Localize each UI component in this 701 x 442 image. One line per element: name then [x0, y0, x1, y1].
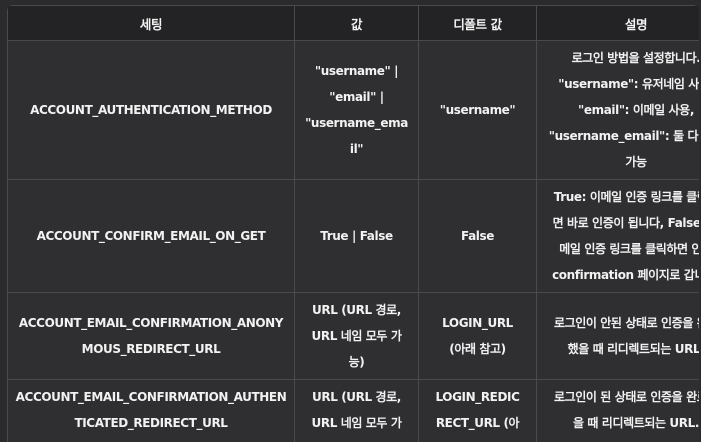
cell-value: URL (URL 경로, URL 네임 모두 가 능): [294, 379, 419, 442]
cell-description: 로그인이 된 상태로 인증을 완료했 을 때 리디렉트되는 URL.: [536, 379, 699, 442]
cell-description-line: "username_email": 둘 다 사용: [548, 129, 699, 143]
settings-table-container: 세팅 값 디폴트 값 설명 ACCOUNT_AUTHENTICATION_MET…: [7, 5, 699, 442]
table-header: 세팅 값 디폴트 값 설명: [7, 5, 699, 41]
settings-table: 세팅 값 디폴트 값 설명 ACCOUNT_AUTHENTICATION_MET…: [7, 5, 699, 442]
cell-value-line: il": [349, 142, 364, 156]
cell-value-line: "username_ema: [305, 116, 408, 130]
cell-description-line: 을 때 리디렉트되는 URL.: [572, 416, 699, 430]
header-value: 값: [294, 5, 419, 41]
cell-value: True | False: [294, 179, 419, 293]
table-body: ACCOUNT_AUTHENTICATION_METHOD "username"…: [7, 40, 699, 442]
cell-default: False: [418, 179, 537, 293]
cell-setting-line: TICATED_REDIRECT_URL: [74, 416, 228, 430]
cell-default-line: 래 참고): [425, 436, 530, 442]
cell-setting: ACCOUNT_EMAIL_CONFIRMATION_ANONY MOUS_RE…: [7, 292, 295, 380]
cell-value: URL (URL 경로, URL 네임 모두 가 능): [294, 292, 419, 380]
cell-value-line: URL 네임 모두 가: [311, 416, 402, 430]
cell-value-line: URL 네임 모두 가: [311, 329, 402, 343]
cell-value-line: 능): [301, 436, 412, 442]
cell-description-line: confirmation 페이지로 갑니다.: [552, 268, 699, 282]
cell-description-line: 로그인 방법을 설정합니다.: [571, 51, 699, 65]
cell-value-line: URL (URL 경로,: [312, 303, 401, 317]
cell-setting: ACCOUNT_AUTHENTICATION_METHOD: [7, 40, 295, 180]
cell-setting: ACCOUNT_EMAIL_CONFIRMATION_AUTHEN TICATE…: [7, 379, 295, 442]
cell-setting-line: MOUS_REDIRECT_URL: [81, 342, 221, 356]
cell-description: True: 이메일 인증 링크를 클릭하 면 바로 인증이 됩니다, False…: [536, 179, 699, 293]
cell-description-line: 면 바로 인증이 됩니다, False: 이: [552, 216, 699, 230]
header-default: 디폴트 값: [418, 5, 537, 41]
cell-value-line: "username" |: [314, 64, 399, 78]
cell-default-line: LOGIN_URL: [442, 316, 513, 330]
cell-default: LOGIN_URL (아래 참고): [418, 292, 537, 380]
table-row: ACCOUNT_AUTHENTICATION_METHOD "username"…: [7, 40, 699, 180]
cell-description-line: "email": 이메일 사용,: [578, 103, 694, 117]
cell-description: 로그인이 안된 상태로 인증을 완료 했을 때 리디렉트되는 URL.: [536, 292, 699, 380]
header-setting: 세팅: [7, 5, 295, 41]
cell-default: "username": [418, 40, 537, 180]
cell-setting: ACCOUNT_CONFIRM_EMAIL_ON_GET: [7, 179, 295, 293]
table-row: ACCOUNT_CONFIRM_EMAIL_ON_GET True | Fals…: [7, 179, 699, 293]
table-row: ACCOUNT_EMAIL_CONFIRMATION_ANONY MOUS_RE…: [7, 292, 699, 380]
cell-description-line: True: 이메일 인증 링크를 클릭하: [553, 190, 699, 204]
cell-default-line: RECT_URL (아: [435, 416, 520, 430]
table-row: ACCOUNT_EMAIL_CONFIRMATION_AUTHEN TICATE…: [7, 379, 699, 442]
cell-default: LOGIN_REDIC RECT_URL (아 래 참고): [418, 379, 537, 442]
cell-default-line: (아래 참고): [449, 342, 506, 356]
cell-description-line: 가능: [625, 155, 647, 169]
cell-value-line: URL (URL 경로,: [312, 390, 401, 404]
header-row: 세팅 값 디폴트 값 설명: [7, 5, 699, 41]
cell-description-line: 했을 때 리디렉트되는 URL.: [567, 342, 699, 356]
cell-value-line: "email" |: [329, 90, 384, 104]
cell-setting-line: ACCOUNT_EMAIL_CONFIRMATION_AUTHEN: [15, 390, 287, 404]
cell-description-line: 로그인이 안된 상태로 인증을 완료: [553, 316, 699, 330]
cell-description-line: "username": 유저네임 사용,: [558, 77, 699, 91]
cell-description-line: 로그인이 된 상태로 인증을 완료했: [553, 390, 699, 404]
cell-value: "username" | "email" | "username_ema il": [294, 40, 419, 180]
cell-description-line: 메일 인증 링크를 클릭하면 인증: [559, 242, 699, 256]
cell-default-line: LOGIN_REDIC: [435, 390, 520, 404]
header-description: 설명: [536, 5, 699, 41]
cell-description: 로그인 방법을 설정합니다. "username": 유저네임 사용, "ema…: [536, 40, 699, 180]
cell-setting-line: ACCOUNT_EMAIL_CONFIRMATION_ANONY: [18, 316, 284, 330]
cell-value-line: 능): [348, 355, 365, 369]
